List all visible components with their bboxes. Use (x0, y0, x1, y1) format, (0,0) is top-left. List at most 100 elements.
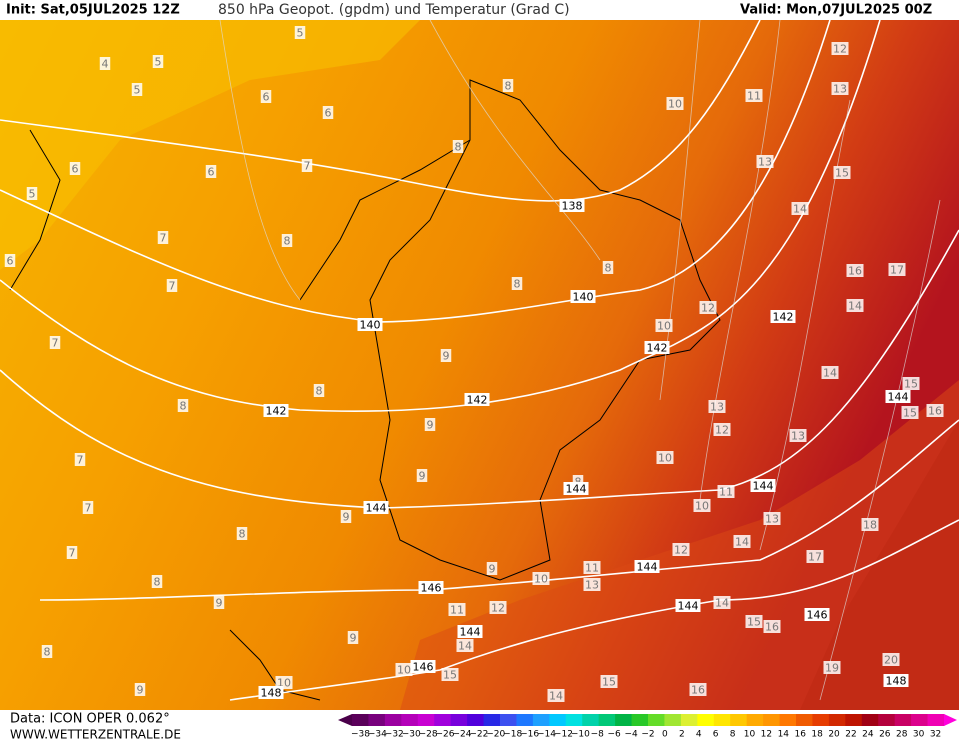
temperature-label: 12 (831, 42, 849, 56)
temperature-label: 14 (846, 299, 864, 313)
temperature-label: 11 (745, 89, 763, 103)
geopotential-label-box (804, 608, 830, 621)
temperature-label-text: 9 (350, 632, 357, 645)
colorbar-label: −38 (351, 730, 370, 740)
temperature-label-box (763, 620, 781, 633)
colorbar-label: 18 (811, 730, 823, 740)
temperature-label: 7 (301, 159, 313, 173)
colorbar-label: −2 (641, 730, 654, 740)
geopotential-label-box (563, 482, 589, 495)
temperature-label-box (340, 510, 352, 523)
temperature-label-text: 8 (284, 235, 291, 248)
colorbar-cell (549, 714, 567, 726)
colorbar-cell (911, 714, 929, 726)
temperature-label-box (846, 264, 864, 277)
temperature-label: 14 (713, 596, 731, 610)
temperature-label-box (157, 231, 169, 244)
temperature-label: 8 (151, 575, 163, 589)
temperature-label-text: 17 (808, 551, 822, 564)
temperature-label: 7 (166, 279, 178, 293)
temperature-label: 19 (823, 661, 841, 675)
temperature-label-text: 14 (823, 367, 837, 380)
temperature-label-text: 16 (928, 405, 942, 418)
colorbar-label: 12 (761, 730, 772, 740)
colorbar-label: −18 (503, 730, 522, 740)
temperature-label: 9 (213, 596, 225, 610)
temperature-label-box (82, 501, 94, 514)
temperature-label-text: 9 (137, 684, 144, 697)
colorbar-cell (812, 714, 830, 726)
map-title: 850 hPa Geopot. (gpdm) und Temperatur (G… (218, 2, 570, 18)
geopotential-label: 142 (263, 404, 289, 418)
geopotential-label-text: 144 (753, 480, 774, 493)
temperature-label-box (602, 261, 614, 274)
colorbar-cell (680, 714, 698, 726)
temperature-label-text: 13 (585, 579, 599, 592)
temperature-label: 6 (4, 254, 16, 268)
colorbar-label: −22 (469, 730, 488, 740)
temperature-label-box (672, 543, 690, 556)
temperature-label-text: 15 (602, 676, 616, 689)
temperature-label-text: 10 (658, 452, 672, 465)
temperature-label: 15 (600, 675, 618, 689)
colorbar-label: 24 (862, 730, 874, 740)
temperature-label-box (833, 166, 851, 179)
temperature-label: 7 (82, 501, 94, 515)
temperature-label-box (347, 631, 359, 644)
temperature-label: 9 (440, 349, 452, 363)
colorbar-cell (713, 714, 731, 726)
temperature-label-text: 8 (605, 262, 612, 275)
colorbar-label: 6 (713, 730, 719, 740)
temperature-label-text: 12 (715, 424, 729, 437)
colorbar-cell (746, 714, 764, 726)
temperature-label-text: 10 (397, 664, 411, 677)
temperature-label-text: 10 (534, 573, 548, 586)
colorbar-cell (450, 714, 468, 726)
colorbar-cell (730, 714, 748, 726)
temperature-label-box (275, 676, 293, 689)
geopotential-label-box (570, 290, 596, 303)
temperature-label-text: 7 (77, 454, 84, 467)
temperature-label: 8 (177, 399, 189, 413)
colorbar-cell (532, 714, 550, 726)
temperature-label: 16 (763, 620, 781, 634)
temperature-label-text: 7 (69, 547, 76, 560)
temperature-label-text: 8 (239, 528, 246, 541)
colorbar-cell (352, 714, 369, 726)
colorbar-cell (500, 714, 517, 726)
geopotential-label: 146 (418, 581, 444, 595)
colorbar-cell (434, 714, 452, 726)
temperature-label: 7 (74, 453, 86, 467)
colorbar-label: −14 (537, 730, 556, 740)
temperature-label: 7 (49, 336, 61, 350)
temperature-label: 9 (347, 631, 359, 645)
temperature-label-text: 9 (443, 350, 450, 363)
colorbar-cell (615, 714, 633, 726)
temperature-label: 12 (699, 301, 717, 315)
temperature-label-text: 14 (549, 690, 563, 703)
temperature-label-box (532, 572, 550, 585)
colorbar-label: −10 (571, 730, 590, 740)
temperature-label-box (74, 453, 86, 466)
temperature-label: 10 (693, 499, 711, 513)
temperature-label: 11 (583, 561, 601, 575)
temperature-label-box (66, 546, 78, 559)
temperature-label: 18 (861, 518, 879, 532)
temperature-label-text: 12 (674, 544, 688, 557)
colorbar-cell (401, 714, 419, 726)
temperature-label-text: 9 (427, 419, 434, 432)
temperature-label: 14 (456, 639, 474, 653)
temperature-label-text: 13 (710, 401, 724, 414)
temperature-label: 14 (791, 202, 809, 216)
temperature-label-box (236, 527, 248, 540)
temperature-label-text: 14 (715, 597, 729, 610)
temperature-label: 13 (789, 429, 807, 443)
geopotential-label-box (634, 560, 660, 573)
geopotential-label-text: 146 (807, 609, 828, 622)
colorbar-cell (927, 714, 945, 726)
temperature-label-text: 6 (7, 255, 14, 268)
colorbar-cell (861, 714, 879, 726)
temperature-label-box (489, 601, 507, 614)
temperature-label-box (166, 279, 178, 292)
temperature-label-text: 15 (747, 616, 761, 629)
